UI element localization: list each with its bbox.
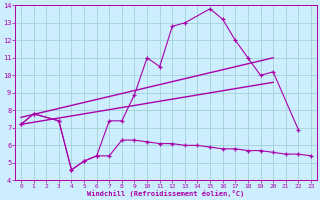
X-axis label: Windchill (Refroidissement éolien,°C): Windchill (Refroidissement éolien,°C) [87, 190, 244, 197]
